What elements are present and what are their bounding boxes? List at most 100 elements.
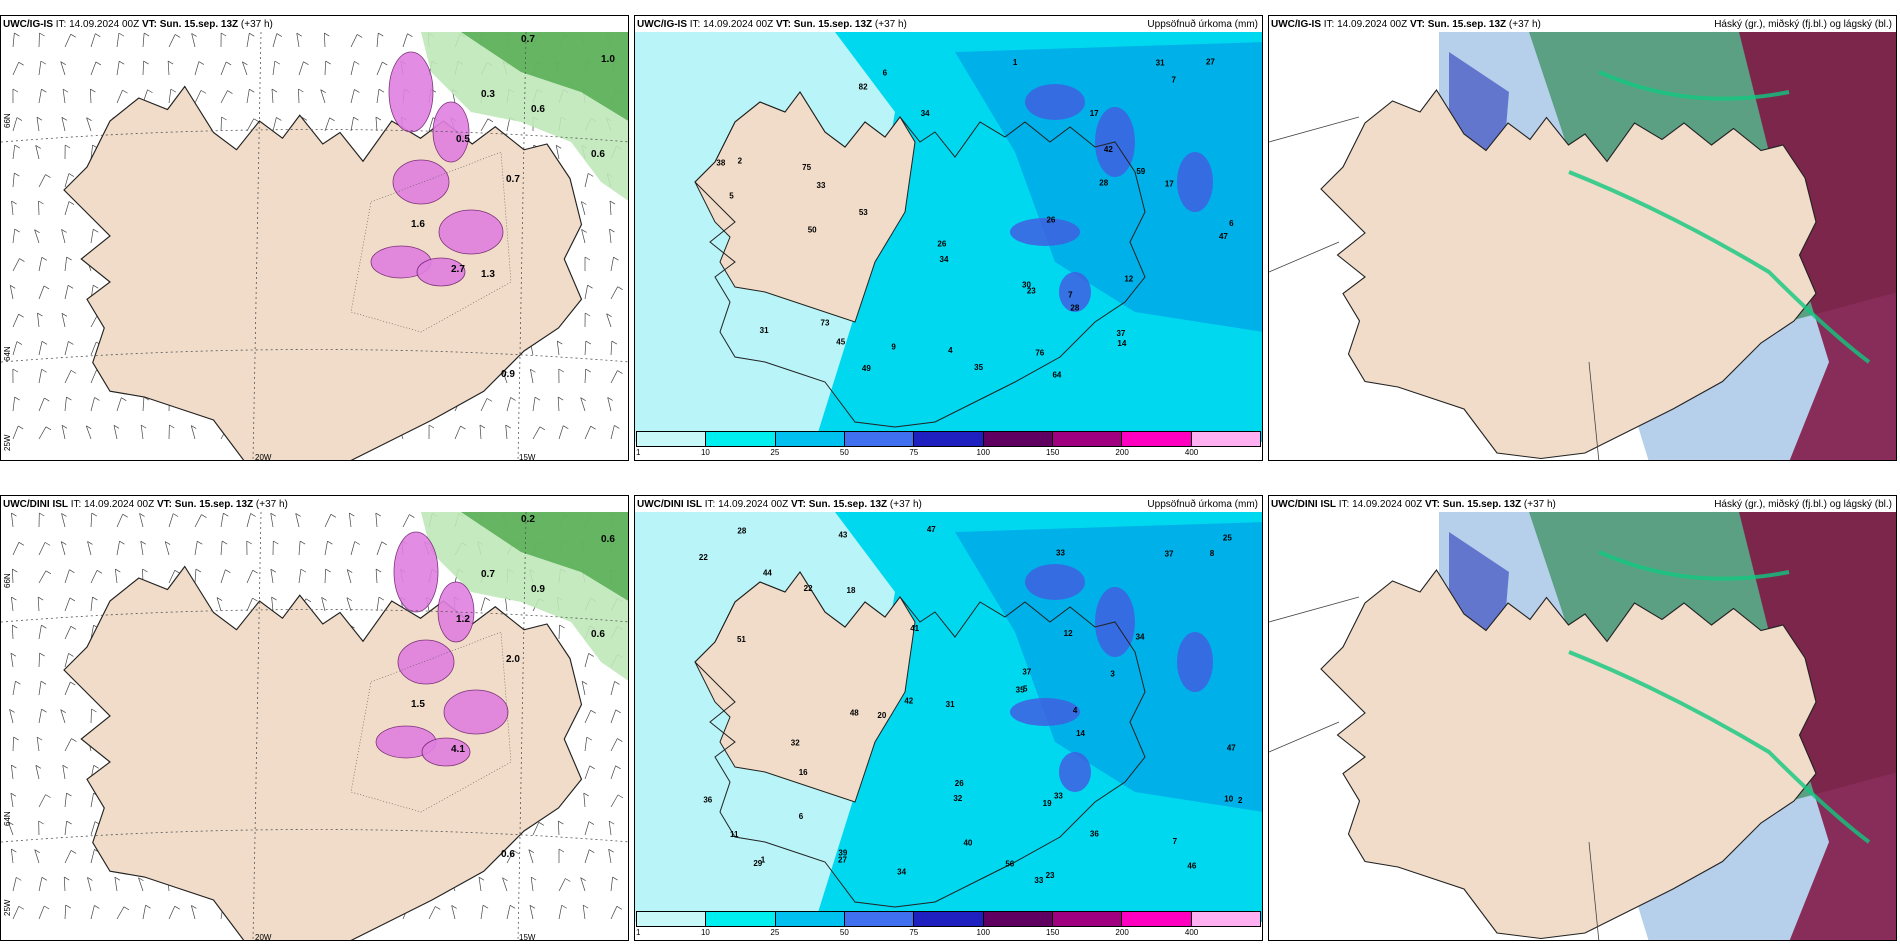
wind-barb <box>12 397 16 412</box>
legend-tick-label: 50 <box>839 928 849 937</box>
wind-barb <box>36 737 40 752</box>
wind-barb-flag <box>18 542 25 546</box>
precip-value-label: 33 <box>1056 549 1065 558</box>
wind-barb-flag <box>40 680 47 685</box>
wind-map: 0.2 0.9 0.6 0.7 0.6 1.2 2.0 0.6 1.5 4.1 <box>1 512 628 940</box>
wind-barb-flag <box>534 396 541 401</box>
wind-barb <box>610 286 618 300</box>
wind-barb-flag <box>66 792 72 797</box>
wind-barb <box>64 569 70 584</box>
wind-barb-flag <box>354 61 360 65</box>
wind-barb <box>246 597 253 612</box>
wind-barb <box>64 201 70 216</box>
wind-barb <box>610 709 617 724</box>
wind-barb-flag <box>93 764 99 769</box>
latitude-gridline <box>1 829 628 843</box>
wind-barb-flag <box>61 229 67 233</box>
wind-barb-flag <box>61 425 68 429</box>
wind-barb-flag <box>60 709 66 713</box>
wind-barb-flag <box>617 738 623 742</box>
wind-barb <box>142 905 146 920</box>
wind-barb-flag <box>220 32 227 37</box>
wind-barb-flag <box>66 396 72 401</box>
wind-barb <box>64 370 72 384</box>
wind-barb-flag <box>68 653 74 657</box>
precip-value-label: 7 <box>1172 75 1177 84</box>
panel-cloud-bottom: UWC/DINI ISL IT: 14.09.2024 00Z VT: Sun.… <box>1268 495 1897 941</box>
wind-barb-flag <box>11 200 17 205</box>
wind-barb-flag <box>37 312 43 317</box>
wind-barb-flag <box>95 61 102 66</box>
precip-value-label: 37 <box>1022 667 1031 676</box>
wind-barb <box>116 89 123 104</box>
precip-value-label: 18 <box>847 586 856 595</box>
wind-barb <box>90 397 95 412</box>
wind-value-label: 2.7 <box>451 264 465 275</box>
wind-barb-flag <box>15 680 21 685</box>
wind-barb-flag <box>123 906 130 911</box>
precip-value-label: 4 <box>948 346 953 355</box>
precip-value-label: 23 <box>1027 287 1036 296</box>
green-precip-core <box>461 512 628 601</box>
wind-barb-flag <box>41 624 47 629</box>
precip-high-area <box>1059 272 1091 312</box>
wind-barb-flag <box>327 540 333 545</box>
wind-barb <box>38 257 43 272</box>
wind-barb-flag <box>246 540 252 545</box>
precip-high-area <box>1177 152 1213 212</box>
precip-value-label: 1 <box>1013 58 1018 67</box>
wind-barb <box>298 88 300 104</box>
wind-barb <box>142 397 145 412</box>
legend-tick-label: 50 <box>839 448 849 457</box>
wind-barb <box>86 117 92 132</box>
wind-barb <box>606 313 612 328</box>
legend-swatch <box>1052 912 1123 926</box>
wind-barb <box>90 341 97 356</box>
wind-barb <box>608 821 612 836</box>
wind-barb <box>555 145 560 160</box>
wind-barb-flag <box>114 876 121 881</box>
wind-barb-flag <box>201 514 207 518</box>
precip-value-label: 31 <box>760 326 769 335</box>
wind-barb-flag <box>69 569 75 574</box>
iceland-landmass <box>1320 569 1817 940</box>
wind-barb-flag <box>590 425 596 430</box>
grid-line <box>1269 721 1340 753</box>
wind-barb-flag <box>510 397 516 401</box>
wind-barb-flag <box>18 905 24 910</box>
wind-barb <box>581 229 586 244</box>
wind-barb-flag <box>119 60 125 65</box>
wind-barb-flag <box>484 597 491 601</box>
panel-subtitle: Háský (gr.), miðský (fj.bl.) og lágský (… <box>1714 499 1892 510</box>
wind-barb <box>610 681 615 696</box>
wind-barb-flag <box>296 32 302 37</box>
wind-barb-flag <box>91 512 97 517</box>
wind-barb <box>116 514 124 528</box>
wind-barb <box>90 513 93 528</box>
wind-barb <box>11 625 14 640</box>
precip-value-label: 6 <box>1229 219 1234 228</box>
legend-tick-label: 150 <box>1045 448 1060 457</box>
wind-barb <box>246 513 251 528</box>
wind-barb-flag <box>584 256 591 261</box>
wind-barb <box>583 793 586 808</box>
wind-barb-flag <box>409 514 415 518</box>
wind-barb-flag <box>10 792 17 797</box>
wind-barb-flag <box>17 425 24 430</box>
wind-barb <box>609 229 612 244</box>
iceland-landmass <box>63 85 583 460</box>
wind-barb-flag <box>271 88 278 93</box>
wind-barb <box>610 257 614 272</box>
wind-barb <box>90 33 96 48</box>
wind-value-label: 0.6 <box>601 534 615 545</box>
wind-barb-flag <box>36 116 43 121</box>
wind-barb <box>12 736 14 752</box>
wind-barb <box>64 257 67 272</box>
precip-value-label: 36 <box>703 796 712 805</box>
wind-barb-flag <box>70 370 77 374</box>
wind-barb <box>36 117 40 132</box>
wind-barb-flag <box>428 424 435 429</box>
wind-barb <box>194 569 197 584</box>
wind-barb-flag <box>93 284 99 289</box>
wind-barb <box>11 513 14 528</box>
